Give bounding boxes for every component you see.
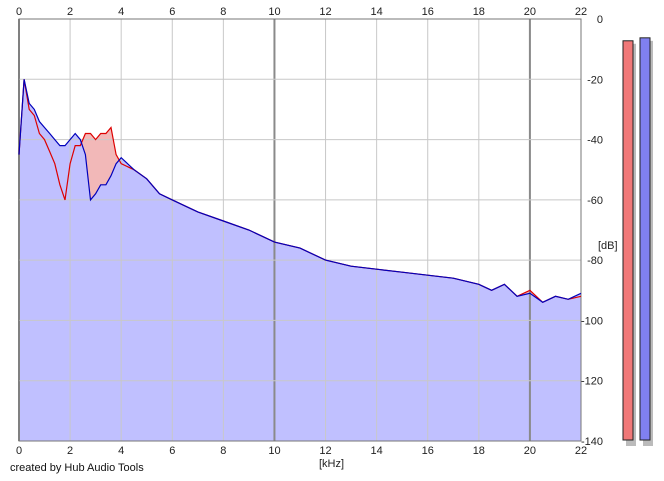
y-axis-label: [dB] xyxy=(598,240,618,252)
x-tick-label: 10 xyxy=(268,6,280,18)
x-tick-label: 8 xyxy=(220,445,226,457)
y-tick-label: -140 xyxy=(581,436,603,448)
x-tick-label: 0 xyxy=(16,6,22,18)
x-tick-label: 22 xyxy=(575,445,587,457)
x-tick-label: 20 xyxy=(524,445,536,457)
x-tick-label: 16 xyxy=(422,6,434,18)
x-tick-label: 6 xyxy=(169,6,175,18)
x-tick-label: 10 xyxy=(268,445,280,457)
x-tick-label: 14 xyxy=(371,445,383,457)
x-tick-labels: 0 2 4 6 8 10 12 14 16 18 20 22 0 2 4 6 8 10 12 14 16 18 20 22 xyxy=(16,6,587,457)
y-tick-label: -120 xyxy=(581,376,603,388)
series-line-blue xyxy=(18,79,582,303)
x-tick-label: 6 xyxy=(169,445,175,457)
y-tick-label: 0 xyxy=(597,14,603,26)
x-tick-label: 18 xyxy=(473,445,485,457)
credit-text: created by Hub Audio Tools xyxy=(10,462,144,474)
y-tick-label: -60 xyxy=(587,195,603,207)
x-axis-label: [kHz] xyxy=(319,458,344,470)
x-tick-label: 14 xyxy=(371,6,383,18)
x-tick-label: 22 xyxy=(575,6,587,18)
x-tick-label: 2 xyxy=(67,6,73,18)
y-tick-labels: 0 -20 -40 -60 -80 -100 -120 -140 xyxy=(581,14,603,448)
x-tick-label: 12 xyxy=(319,6,331,18)
y-tick-label: -80 xyxy=(587,255,603,267)
x-tick-label: 0 xyxy=(16,445,22,457)
x-tick-label: 8 xyxy=(220,6,226,18)
x-tick-label: 12 xyxy=(319,445,331,457)
x-tick-label: 2 xyxy=(67,445,73,457)
x-tick-label: 16 xyxy=(422,445,434,457)
y-tick-label: -40 xyxy=(587,135,603,147)
plot-frame xyxy=(18,18,582,442)
x-tick-label: 4 xyxy=(118,445,124,457)
y-tick-label: -20 xyxy=(587,74,603,86)
x-tick-label: 20 xyxy=(524,6,536,18)
x-tick-label: 4 xyxy=(118,6,124,18)
level-meters xyxy=(622,37,653,447)
grid-lines xyxy=(18,18,582,442)
spectrum-lines xyxy=(18,79,582,304)
meter-bar-blue xyxy=(639,37,651,441)
y-tick-label: -100 xyxy=(581,315,603,327)
x-tick-label: 18 xyxy=(473,6,485,18)
meter-bar-red xyxy=(622,40,634,441)
